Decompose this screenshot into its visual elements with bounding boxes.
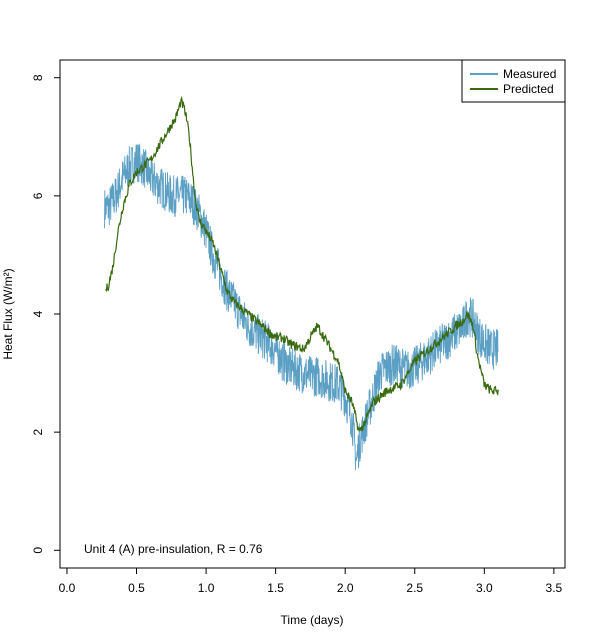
y-tick-label: 6 (31, 192, 45, 199)
y-axis-label: Heat Flux (W/m²) (1, 268, 15, 359)
y-tick-label: 0 (31, 547, 45, 554)
x-tick-label: 2.0 (337, 581, 354, 595)
series-layer (104, 95, 499, 471)
x-tick-label: 1.0 (198, 581, 215, 595)
y-tick-label: 8 (31, 74, 45, 81)
y-tick-label: 2 (31, 428, 45, 435)
legend-label-predicted: Predicted (503, 82, 554, 96)
chart-annotation: Unit 4 (A) pre-insulation, R = 0.76 (84, 542, 263, 556)
x-tick-label: 0.0 (59, 581, 76, 595)
series-line-measured (104, 143, 499, 471)
x-tick-label: 3.5 (546, 581, 563, 595)
x-tick-label: 2.5 (406, 581, 423, 595)
legend: Measured Predicted (461, 59, 566, 103)
x-tick-label: 3.0 (476, 581, 493, 595)
x-axis-label: Time (days) (281, 613, 344, 627)
plot-frame (59, 59, 566, 569)
legend-label-measured: Measured (503, 67, 556, 81)
x-axis: 0.0 0.5 1.0 1.5 2.0 2.5 3.0 3.5 (59, 567, 563, 595)
series-line-predicted (105, 95, 499, 433)
y-axis: 0 2 4 6 8 (31, 74, 61, 554)
legend-box (461, 59, 566, 103)
x-tick-label: 1.5 (267, 581, 284, 595)
x-tick-label: 0.5 (128, 581, 145, 595)
y-tick-label: 4 (31, 310, 45, 317)
